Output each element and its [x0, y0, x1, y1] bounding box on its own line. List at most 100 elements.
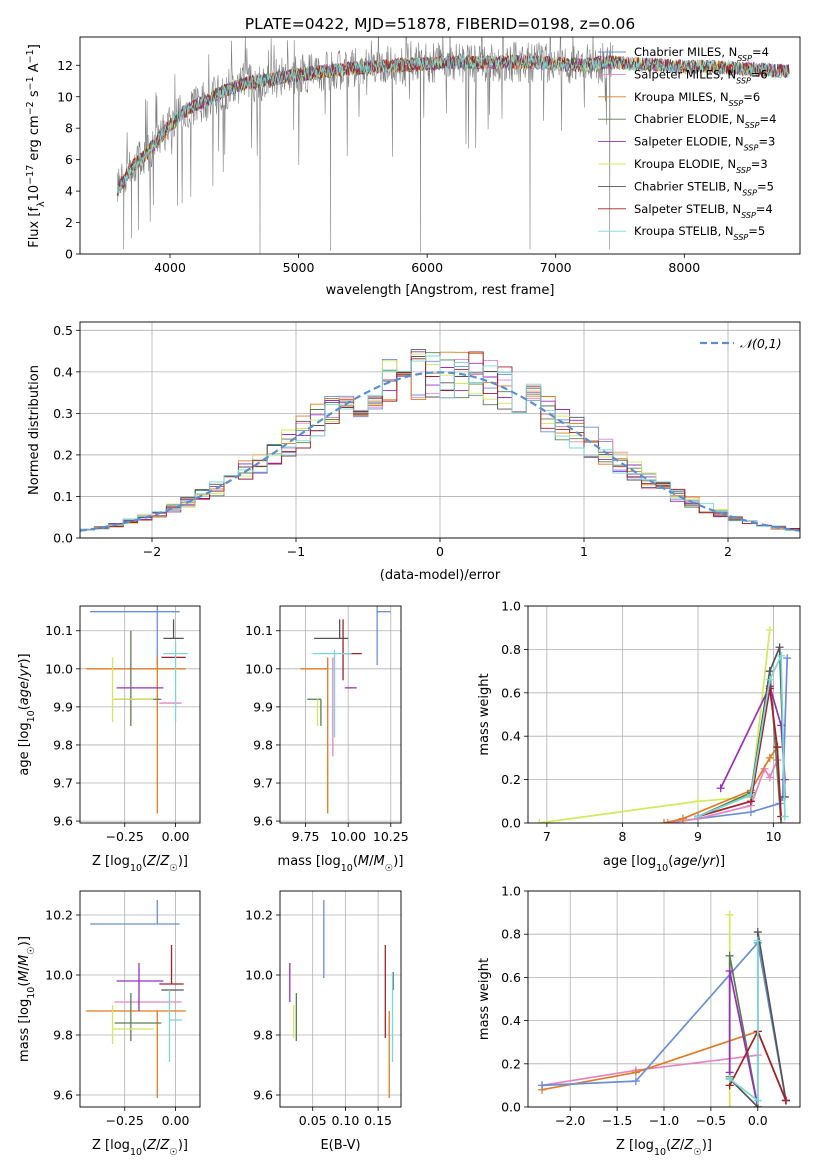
y-tick-label: 0.4: [501, 729, 521, 744]
y-tick-label: 10.0: [245, 968, 273, 983]
x-tick-label: 8000: [668, 260, 700, 275]
x-tick-label: 0.0: [748, 1113, 768, 1128]
mass-weight-point: [631, 1068, 640, 1077]
errorbar-kroupa-miles: [300, 657, 329, 814]
massweight-vs-age-panel: 7 8 9 10 0.0 0.2 0.4 0.6 0.8 1.0 age [log10(age/yr…: [477, 599, 801, 874]
y-tick-label: 0.5: [53, 323, 73, 338]
y-tick-label: 0.4: [53, 364, 73, 379]
x-tick-label: −1.0: [649, 1113, 679, 1128]
legend-label-salpeter-miles: Salpeter MILES, NSSP=6: [634, 67, 768, 85]
x-axis-label: Z [log10(Z/Z☉)]: [616, 1138, 712, 1158]
y-tick-label: 10.0: [245, 661, 273, 676]
y-tick-label: 10.1: [45, 623, 73, 638]
legend-label-chabrier-stelib: Chabrier STELIB, NSSP=5: [634, 179, 774, 197]
y-tick-label: 9.8: [253, 737, 273, 752]
mass-weight-point: [765, 675, 774, 684]
figure-title: PLATE=0422, MJD=51878, FIBERID=0198, z=0…: [245, 15, 635, 33]
x-tick-label: 7: [543, 829, 551, 844]
legend-label-kroupa-stelib: Kroupa STELIB, NSSP=5: [634, 224, 765, 242]
y-axis-label: mass weight: [477, 673, 492, 755]
mass-weight-point: [765, 773, 774, 782]
axes-frame: [279, 605, 402, 824]
y-tick-label: 0.2: [53, 447, 73, 462]
y-tick-label: 1.0: [501, 884, 521, 899]
y-tick-label: 4: [65, 184, 73, 199]
x-tick-label: 4000: [154, 260, 186, 275]
axes-frame: [79, 36, 801, 255]
y-axis-label: mass weight: [477, 958, 492, 1040]
y-tick-label: 0: [65, 247, 73, 262]
x-axis-label: Z [log10(Z/Z☉)]: [92, 854, 188, 874]
legend-label-chabrier-miles: Chabrier MILES, NSSP=4: [634, 45, 769, 63]
x-tick-label: 9: [694, 829, 702, 844]
y-tick-label: 10.2: [45, 908, 73, 923]
mass-weight-kroupa-stelib: [694, 651, 789, 821]
mass-weight-line-chabrier-stelib: [697, 646, 786, 818]
mass-weight-point: [765, 667, 774, 676]
errorbar-kroupa-stelib: [168, 990, 182, 1062]
x-tick-label: 0.10: [331, 1113, 359, 1128]
y-axis-label: mass [log10(M/M☉)]: [17, 936, 37, 1062]
axes-frame: [79, 605, 201, 824]
errorbar-kroupa-miles: [86, 1010, 186, 1098]
y-tick-label: 9.6: [53, 814, 73, 829]
x-tick-label: 0: [436, 544, 444, 559]
y-tick-label: 9.9: [53, 699, 73, 714]
legend-label-salpeter-elodie: Salpeter ELODIE, NSSP=3: [634, 135, 775, 153]
mass-weight-point: [765, 625, 774, 634]
histogram-kroupa-stelib: [80, 355, 800, 538]
errorbar-kroupa-miles: [86, 657, 186, 814]
x-axis-label: mass [log10(M/M☉)]: [278, 854, 404, 874]
mass-weight-point: [694, 812, 702, 821]
x-tick-label: 10.25: [373, 829, 409, 844]
x-tick-label: 2: [724, 544, 732, 559]
mass-weight-kroupa-stelib: [725, 936, 762, 1105]
x-tick-label: 7000: [540, 260, 572, 275]
mass-weight-point: [753, 1096, 762, 1105]
age-vs-mass-panel: 9.75 10.00 10.25 9.6 9.7 9.8 9.9 10.0 10.1 mass […: [245, 605, 409, 874]
observed-spectrum-line: [117, 37, 614, 254]
errorbar-kroupa-stelib: [163, 642, 188, 723]
errorbar-chabrier-elodie: [114, 993, 162, 1041]
mass-weight-line-salpeter-miles: [667, 759, 779, 823]
y-tick-label: 9.7: [253, 776, 273, 791]
mass-weight-point: [777, 721, 786, 730]
mass-weight-point: [725, 966, 734, 975]
mass-weight-point: [783, 654, 792, 663]
mass-weight-point: [694, 797, 702, 806]
mass-weight-point: [765, 753, 774, 762]
model-spectrum-salpeter-stelib: [116, 54, 790, 197]
x-tick-label: −2: [143, 544, 161, 559]
mass-weight-point: [725, 910, 734, 919]
y-tick-label: 9.7: [53, 776, 73, 791]
mass-weight-point: [780, 812, 789, 821]
mass-weight-point: [631, 1077, 640, 1086]
mass-weight-point: [753, 936, 762, 945]
mass-weight-line-chabrier-miles: [542, 940, 787, 1101]
y-tick-label: 0.0: [501, 1100, 521, 1115]
y-axis-label: Flux [fλ10−17 erg cm−2 s−1 A−1]: [25, 44, 47, 248]
x-tick-label: −1: [287, 544, 305, 559]
mass-weight-point: [753, 928, 762, 937]
y-axis-label: Normed distribution: [27, 365, 42, 495]
mass-weight-point: [725, 951, 734, 960]
y-tick-label: 1.0: [501, 599, 521, 614]
x-tick-label: 0.00: [162, 829, 190, 844]
y-tick-label: 9.6: [53, 1088, 73, 1103]
y-tick-label: 10.2: [245, 908, 273, 923]
y-tick-label: 9.8: [253, 1028, 273, 1043]
y-tick-label: 10.0: [45, 661, 73, 676]
mass-weight-point: [765, 684, 774, 693]
mass-weight-point: [538, 1081, 547, 1090]
normal-curve-line: [80, 371, 800, 532]
mass-weight-point: [535, 819, 544, 823]
x-tick-label: −0.5: [696, 1113, 726, 1128]
errorbar-salpeter-stelib: [159, 945, 184, 985]
mass-weight-line-salpeter-miles: [541, 1054, 758, 1087]
x-tick-label: 8: [618, 829, 626, 844]
errorbar-chabrier-stelib: [163, 619, 184, 640]
mass-weight-point: [773, 743, 782, 752]
y-tick-label: 2: [65, 215, 73, 230]
x-axis-label: E(B-V): [320, 1138, 360, 1153]
